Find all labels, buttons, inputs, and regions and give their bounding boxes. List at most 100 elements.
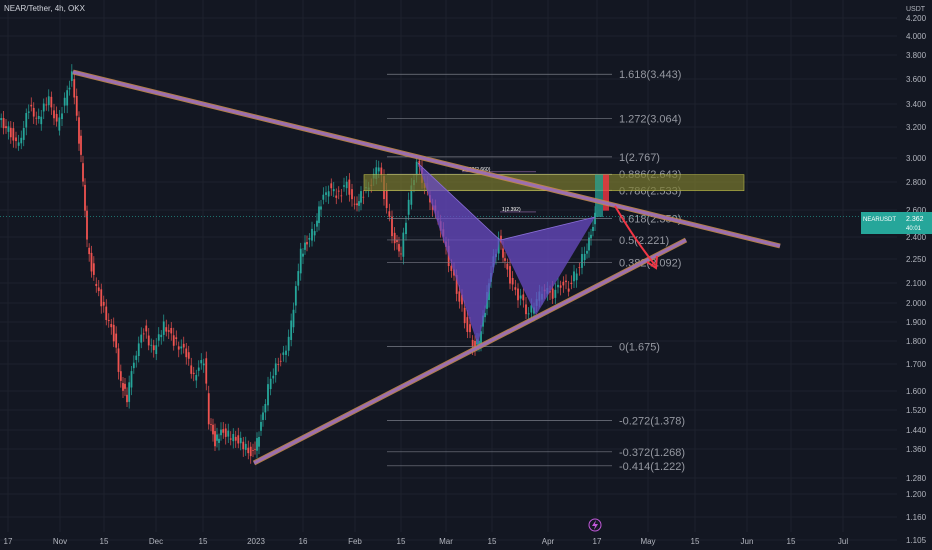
candle-body [205,358,208,384]
candle-body [583,253,586,261]
candle-body [450,265,453,271]
x-axis[interactable]: 17 Nov 15 Dec 15 2023 16 Feb 15 Mar 15 Apr 17 May 15 Ju… [4,537,849,546]
candle-body [474,340,476,349]
candle-body [244,443,247,450]
pattern-triangle-2[interactable] [500,217,595,316]
candle-body [232,434,235,442]
candle-body [398,244,400,252]
forecast-arrow[interactable] [614,205,656,266]
candle-body [375,167,378,179]
y-axis[interactable]: 4.200 4.000 3.800 3.600 3.400 3.200 3.000 2.800… [906,14,927,545]
candle-body [53,110,55,119]
candle-body [525,304,527,315]
candle-body [75,95,78,116]
candle-body [322,194,325,200]
candle-body [287,336,290,351]
candle-body [559,285,562,288]
candle-body [500,235,502,243]
x-tick-label: 15 [397,537,406,546]
candle-body [187,352,190,359]
x-tick-label: 2023 [247,537,265,546]
x-tick-label: 17 [4,537,13,546]
candle-body [458,291,461,302]
candle-body [356,203,358,206]
candle-body [554,289,557,298]
upper-trendline[interactable] [72,70,781,248]
candle-body [27,111,30,113]
candle-body [25,113,28,128]
candle-body [70,71,73,81]
candle-body [575,273,578,281]
y-tick-label: 3.000 [906,154,927,163]
candle-body [212,424,214,435]
x-tick-label: 16 [299,537,308,546]
candle-body [137,343,140,356]
candle-body [316,220,318,227]
candle-body [517,288,519,301]
candle-body [469,324,471,333]
candle-body [35,117,38,119]
candle-body [484,312,486,318]
candle-body [115,333,118,348]
pattern-triangle-1[interactable] [418,163,500,346]
candle-body [185,348,188,358]
candle-body [290,320,293,340]
y-tick-label: 1.700 [906,360,927,369]
candle-body [68,87,71,90]
candle-body [105,306,108,321]
candle-body [461,294,463,305]
candle-body [175,337,178,340]
candle-body [152,345,155,351]
candle-body [145,325,148,332]
candle-body [128,382,131,402]
candle-body [509,266,511,284]
candle-body [343,185,345,187]
candle-body [313,231,316,236]
x-tick-label: Nov [53,537,67,546]
y-tick-label: 1.360 [906,445,927,454]
candle-body [126,394,128,403]
candle-body [82,163,84,182]
candle-body [58,117,61,131]
candle-body [279,360,282,362]
fib-label: 0.5(2.221) [619,235,669,247]
candle-body [272,375,275,379]
x-tick-label: 15 [488,537,497,546]
x-tick-label: 17 [593,537,602,546]
stop-box[interactable] [603,174,609,211]
candle-body [588,237,590,251]
candle-body [318,206,320,224]
candle-body [162,321,165,335]
fib-label: 1.618(3.443) [619,69,681,81]
candle-body [66,90,69,106]
y-tick-label: 2.000 [906,299,927,308]
candle-body [122,383,124,391]
candle-body [220,429,222,436]
y-tick-label: 4.200 [906,14,927,23]
x-tick-label: 15 [691,537,700,546]
candle-body [277,364,280,365]
candle-body [20,137,23,144]
candle-body [405,222,407,235]
candle-body [192,372,195,374]
y-tick-label: 2.800 [906,178,927,187]
candle-body [294,286,297,306]
candle-body [320,206,322,210]
lower-trendline[interactable] [253,238,687,465]
candle-body [7,126,10,132]
candle-body [348,179,351,195]
candle-body [360,191,362,203]
candle-body [269,378,272,390]
candle-body [254,448,256,450]
candle-body [527,313,530,315]
candle-body [262,412,264,420]
candle-body [78,117,80,144]
candle-body [306,241,308,245]
fib-label: 1.272(3.064) [619,113,681,125]
candle-body [345,181,348,189]
y-tick-label: 1.440 [906,426,927,435]
candle-body [119,371,122,381]
target-box[interactable] [595,174,603,218]
candle-body [195,374,198,381]
